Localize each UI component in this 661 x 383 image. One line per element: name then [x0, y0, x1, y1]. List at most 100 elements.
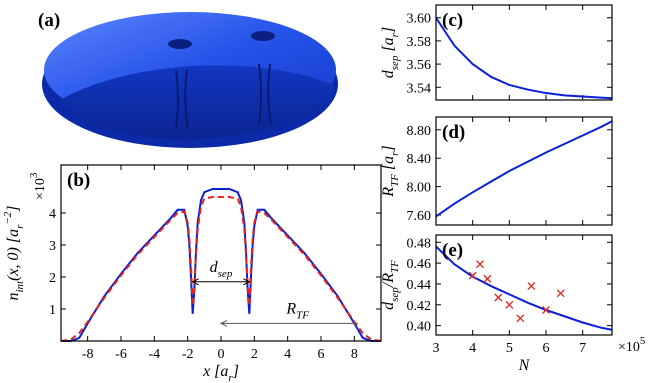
x-axis-label-part: ] [232, 363, 239, 380]
scatter-marker [476, 260, 484, 269]
x-axis-label-part: r [228, 372, 233, 383]
series-line [435, 17, 613, 100]
x-axis-label: x [ar] [202, 363, 239, 383]
y-axis-label-part: R [380, 187, 397, 198]
y-axis-label: RTF [ar] [380, 145, 401, 197]
y-axis-label-part: n [5, 293, 22, 301]
x-tick-label: 8 [351, 347, 358, 362]
axis-multiplier-part: ×10 [33, 178, 48, 200]
y-axis-label-part: [a [380, 37, 397, 55]
x-axis-label-part: N [518, 357, 531, 374]
axis-multiplier-part: 3 [28, 172, 40, 178]
x-tick-label: 2 [251, 347, 258, 362]
scatter-marker [556, 289, 565, 298]
panel-label: (c) [442, 10, 463, 31]
panel-a-render [42, 12, 338, 148]
x-tick-label: -8 [82, 347, 94, 362]
series-line [435, 120, 613, 218]
annotation: RTF [285, 300, 309, 321]
y-tick-label: 0.40 [407, 320, 432, 335]
series-line [61, 188, 381, 342]
annotation-part: sep [218, 268, 233, 280]
y-axis-label-part: (x, 0) [a [5, 229, 22, 281]
y-axis-label-part: ] [380, 27, 397, 34]
x-tick-label: 6 [318, 347, 325, 362]
x-tick-label: 6 [543, 341, 550, 356]
annotation: dsep [210, 259, 233, 280]
y-axis-label-part: −2 [2, 211, 14, 224]
x-tick-label: -4 [148, 347, 160, 362]
y-tick-label: 0.46 [407, 257, 432, 272]
y-tick-label: 3.56 [407, 58, 432, 73]
y-tick-label: 3.58 [407, 35, 432, 50]
x-tick-label: 4 [284, 347, 291, 362]
x-axis-label-part: x [a [202, 363, 228, 380]
y-tick-label: 0.42 [407, 299, 432, 314]
annotation-part: d [210, 259, 219, 276]
y-tick-label: 0.44 [407, 278, 432, 293]
panel-label: (b) [67, 170, 90, 191]
arrow [191, 278, 251, 286]
y-axis-label-part: TF [389, 260, 401, 273]
x-tick-label: 3 [433, 341, 440, 356]
y-axis-label: dsep/RTF [380, 260, 401, 310]
y-axis-label-part: d [380, 301, 397, 310]
scatter-marker [542, 306, 550, 314]
y-axis-label-part: sep [389, 287, 401, 302]
y-axis-label: dsep [ar] [380, 27, 401, 78]
axes-frame [435, 234, 613, 336]
y-tick-label: 8.00 [407, 181, 432, 196]
y-tick-label: 8.40 [407, 152, 432, 167]
axes-frame [60, 164, 382, 342]
y-axis-label-part: d [380, 69, 397, 78]
y-tick-label: 7.60 [407, 209, 432, 224]
y-axis-label-part: r [389, 32, 401, 37]
scatter-marker [505, 300, 514, 309]
y-tick-label: 3.54 [407, 81, 432, 96]
y-axis-label-part: r [14, 224, 26, 229]
series-line [60, 196, 382, 342]
axes-frame [435, 116, 613, 226]
y-tick-label: 0.48 [407, 236, 432, 251]
x-tick-label: 5 [506, 341, 513, 356]
y-tick-label: 4 [49, 207, 56, 222]
y-axis-label-part: TF [389, 174, 401, 187]
x-tick-label: 4 [469, 341, 476, 356]
scatter-marker [494, 293, 503, 302]
x-tick-label: 7 [579, 341, 586, 356]
annotation-part: TF [296, 309, 309, 321]
y-axis-label-part: ] [380, 145, 397, 152]
y-axis-label-part: ] [5, 205, 22, 212]
y-axis-label-part: int [14, 280, 26, 293]
panel-label: (d) [442, 122, 465, 143]
y-tick-label: 2 [49, 271, 56, 286]
y-axis-label: nint(x, 0) [ar−2] [2, 205, 26, 300]
scatter-marker [516, 314, 525, 323]
x-tick-label: -6 [115, 347, 127, 362]
scatter-marker [468, 271, 477, 280]
annotation-part: R [285, 300, 296, 317]
y-tick-label: 3 [49, 239, 56, 254]
x-tick-label: 0 [218, 347, 225, 362]
y-axis-label-part: /R [380, 273, 397, 288]
y-tick-label: 1 [49, 303, 56, 318]
arrow [219, 319, 358, 327]
scatter-marker [527, 282, 536, 291]
y-axis-label-part: sep [389, 55, 401, 70]
y-axis-label-part: r [389, 151, 401, 156]
y-axis-label-part: [a [380, 156, 397, 174]
axis-multiplier-part: ×10 [618, 340, 640, 355]
x-axis-label: N [518, 357, 531, 374]
panel-label: (a) [38, 10, 60, 31]
axis-multiplier: ×105 [618, 335, 646, 355]
axis-multiplier-part: 5 [640, 335, 646, 347]
y-tick-label: 3.60 [407, 12, 432, 27]
x-tick-label: -2 [182, 347, 194, 362]
axis-multiplier: ×103 [28, 172, 48, 200]
y-tick-label: 8.80 [407, 124, 432, 139]
scatter-marker [483, 274, 492, 283]
panel-label: (e) [442, 240, 463, 261]
series-line [435, 245, 613, 331]
axes-frame [435, 4, 613, 101]
